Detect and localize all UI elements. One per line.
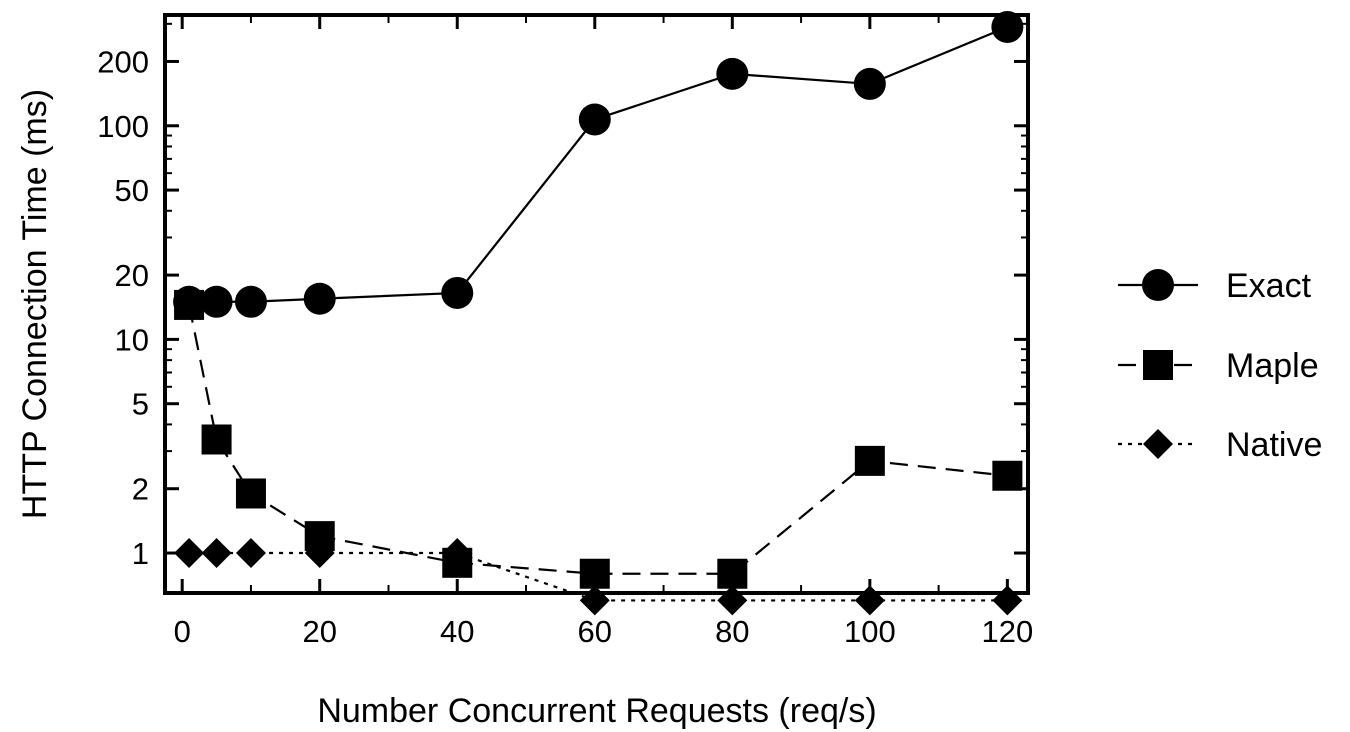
- x-tick-label: 120: [982, 614, 1034, 649]
- y-axis-title: HTTP Connection Time (ms): [16, 89, 54, 519]
- plot-frame: [163, 13, 1030, 595]
- y-tick-label: 50: [115, 173, 149, 208]
- x-tick-label: 80: [715, 614, 749, 649]
- legend-item-native: Native: [1118, 426, 1322, 464]
- legend-label-maple: Maple: [1226, 347, 1319, 385]
- data-point-native: [442, 538, 473, 569]
- data-point-exact: [991, 10, 1024, 43]
- y-tick-label: 2: [132, 472, 149, 507]
- data-point-exact: [441, 276, 474, 309]
- legend-item-exact: Exact: [1118, 267, 1312, 305]
- data-point-exact: [200, 285, 233, 318]
- x-tick-label: 100: [844, 614, 896, 649]
- data-point-maple: [235, 478, 266, 509]
- data-point-native: [717, 585, 748, 616]
- x-axis-title: Number Concurrent Requests (req/s): [317, 692, 876, 730]
- data-point-native: [992, 585, 1023, 616]
- data-point-maple: [174, 289, 205, 320]
- y-tick-label: 5: [132, 387, 149, 422]
- legend-label-native: Native: [1226, 426, 1322, 464]
- y-tick-label: 10: [115, 322, 149, 357]
- data-point-native: [304, 538, 335, 569]
- data-point-maple: [992, 460, 1023, 491]
- legend-marker-native: [1143, 429, 1173, 459]
- x-tick-label: 40: [440, 614, 474, 649]
- x-tick-label: 60: [578, 614, 612, 649]
- series-layer: [173, 10, 1024, 616]
- series-line-native: [189, 551, 1008, 602]
- y-tick-label: 1: [132, 536, 149, 571]
- data-point-maple: [717, 558, 748, 589]
- series-maple: [174, 289, 1023, 589]
- series-native: [174, 538, 1023, 616]
- data-point-exact: [303, 282, 336, 315]
- data-point-exact: [853, 67, 886, 100]
- data-point-maple: [201, 424, 232, 455]
- data-point-native: [854, 585, 885, 616]
- y-tick-label: 100: [97, 109, 149, 144]
- legend: Exact Maple Native: [1118, 267, 1322, 464]
- series-line-exact: [189, 25, 1008, 303]
- legend-marker-exact: [1142, 269, 1174, 301]
- data-point-native: [174, 538, 205, 569]
- data-point-native: [235, 538, 266, 569]
- series-exact: [173, 10, 1024, 318]
- legend-label-exact: Exact: [1226, 267, 1312, 305]
- data-point-native: [201, 538, 232, 569]
- data-point-exact: [716, 57, 749, 90]
- y-tick-label: 200: [97, 44, 149, 79]
- data-point-maple: [579, 558, 610, 589]
- data-point-exact: [578, 103, 611, 136]
- legend-marker-maple: [1143, 350, 1173, 380]
- legend-item-maple: Maple: [1118, 347, 1319, 385]
- y-tick-label: 20: [115, 258, 149, 293]
- data-point-native: [579, 585, 610, 616]
- data-point-maple: [854, 445, 885, 476]
- data-point-exact: [234, 285, 267, 318]
- x-tick-label: 0: [174, 614, 191, 649]
- x-tick-label: 20: [302, 614, 336, 649]
